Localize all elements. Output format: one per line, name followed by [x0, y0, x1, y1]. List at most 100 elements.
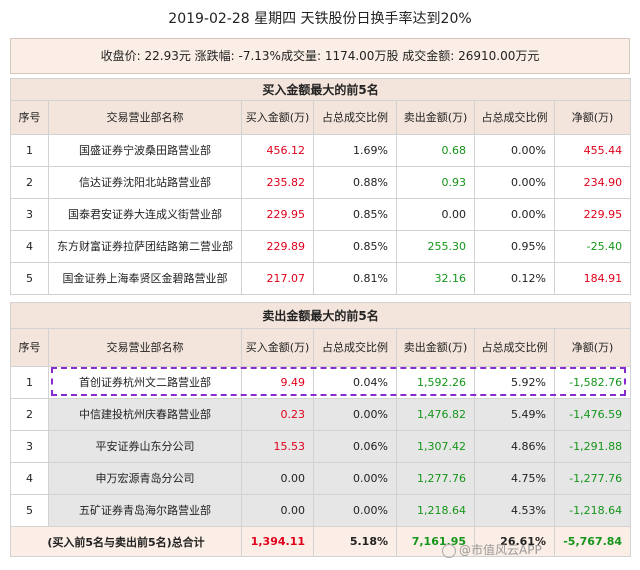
page-title: 2019-02-28 星期四 天铁股份日换手率达到20%	[168, 11, 472, 27]
sell-pct: 5.92%	[474, 366, 555, 399]
buy-pct: 0.00%	[313, 398, 397, 431]
table-row: 5 五矿证券青岛海尔路营业部 0.00 0.00% 1,218.64 4.53%…	[10, 494, 632, 527]
row-no: 1	[10, 134, 49, 167]
sell-top5-table: 卖出金额最大的前5名 序号 交易营业部名称 买入金额(万) 占总成交比例 卖出金…	[9, 302, 632, 557]
net-amount: -1,277.76	[553, 462, 632, 495]
col-header-sell-pct: 占总成交比例	[474, 100, 555, 135]
dept-name: 平安证券山东分公司	[48, 430, 242, 463]
table-row: 1 首创证券杭州文二路营业部 9.49 0.04% 1,592.26 5.92%…	[10, 366, 632, 399]
buy-amount: 229.89	[241, 230, 314, 263]
buy-amount: 217.07	[241, 262, 314, 295]
buy-amount: 229.95	[241, 198, 314, 231]
net-amount: 455.44	[553, 134, 632, 167]
price-summary: 收盘价: 22.93元 涨跌幅: -7.13%成交量: 1174.00万股 成交…	[10, 38, 630, 74]
buy-amount: 0.00	[241, 462, 314, 495]
table-row: 4 申万宏源青岛分公司 0.00 0.00% 1,277.76 4.75% -1…	[10, 462, 632, 495]
sell-pct: 0.00%	[474, 134, 555, 167]
buy-pct: 0.81%	[313, 262, 397, 295]
total-label: (买入前5名与卖出前5名)总合计	[10, 526, 242, 557]
sell-amount: 1,307.42	[396, 430, 475, 463]
sell-pct: 4.75%	[474, 462, 555, 495]
buy-section-heading: 买入金额最大的前5名	[9, 78, 632, 101]
buy-amount: 456.12	[241, 134, 314, 167]
buy-amount: 0.00	[241, 494, 314, 527]
sell-amount: 0.00	[396, 198, 475, 231]
sell-pct: 0.95%	[474, 230, 555, 263]
row-no: 3	[10, 198, 49, 231]
buy-amount: 9.49	[241, 366, 314, 399]
buy-top5-table: 买入金额最大的前5名 序号 交易营业部名称 买入金额(万) 占总成交比例 卖出金…	[9, 78, 632, 295]
col-header-name: 交易营业部名称	[48, 328, 242, 367]
buy-pct: 0.00%	[313, 494, 397, 527]
sell-pct: 0.00%	[474, 198, 555, 231]
row-no: 4	[10, 462, 49, 495]
sell-pct: 0.00%	[474, 166, 555, 199]
sell-pct: 4.53%	[474, 494, 555, 527]
total-row: (买入前5名与卖出前5名)总合计 1,394.11 5.18% 7,161.95…	[10, 526, 632, 557]
table-row: 5 国金证券上海奉贤区金碧路营业部 217.07 0.81% 32.16 0.1…	[10, 262, 632, 295]
buy-pct: 0.00%	[313, 462, 397, 495]
buy-pct: 1.69%	[313, 134, 397, 167]
col-header-name: 交易营业部名称	[48, 100, 242, 135]
col-header-net: 净额(万)	[553, 100, 632, 135]
col-header-sell: 卖出金额(万)	[396, 100, 475, 135]
dept-name: 国金证券上海奉贤区金碧路营业部	[48, 262, 242, 295]
buy-pct: 0.06%	[313, 430, 397, 463]
total-buy-pct: 5.18%	[313, 526, 397, 557]
row-no: 2	[10, 398, 49, 431]
dept-name: 中信建投杭州庆春路营业部	[48, 398, 242, 431]
sell-pct: 5.49%	[474, 398, 555, 431]
buy-amount: 15.53	[241, 430, 314, 463]
col-header-net: 净额(万)	[553, 328, 632, 367]
buy-amount: 235.82	[241, 166, 314, 199]
sell-amount: 0.68	[396, 134, 475, 167]
net-amount: 229.95	[553, 198, 632, 231]
dept-name: 首创证券杭州文二路营业部	[48, 366, 242, 399]
net-amount: 234.90	[553, 166, 632, 199]
sell-amount: 32.16	[396, 262, 475, 295]
sell-amount: 0.93	[396, 166, 475, 199]
sell-section-heading: 卖出金额最大的前5名	[9, 302, 632, 329]
col-header-sell: 卖出金额(万)	[396, 328, 475, 367]
net-amount: -1,476.59	[553, 398, 632, 431]
weibo-logo-icon	[442, 543, 456, 558]
row-no: 2	[10, 166, 49, 199]
row-no: 5	[10, 262, 49, 295]
col-header-no: 序号	[10, 328, 49, 367]
sell-amount: 1,277.76	[396, 462, 475, 495]
col-header-buy-pct: 占总成交比例	[313, 328, 397, 367]
net-amount: -1,291.88	[553, 430, 632, 463]
table-row: 1 国盛证券宁波桑田路营业部 456.12 1.69% 0.68 0.00% 4…	[10, 134, 632, 167]
col-header-buy: 买入金额(万)	[241, 328, 314, 367]
row-no: 5	[10, 494, 49, 527]
sell-amount: 1,218.64	[396, 494, 475, 527]
col-header-buy-pct: 占总成交比例	[313, 100, 397, 135]
sell-pct: 4.86%	[474, 430, 555, 463]
net-amount: -1,218.64	[553, 494, 632, 527]
dept-name: 五矿证券青岛海尔路营业部	[48, 494, 242, 527]
buy-pct: 0.85%	[313, 230, 397, 263]
table-row: 2 信达证券沈阳北站路营业部 235.82 0.88% 0.93 0.00% 2…	[10, 166, 632, 199]
buy-pct: 0.88%	[313, 166, 397, 199]
net-amount: -25.40	[553, 230, 632, 263]
sell-amount: 255.30	[396, 230, 475, 263]
row-no: 4	[10, 230, 49, 263]
dept-name: 国盛证券宁波桑田路营业部	[48, 134, 242, 167]
watermark-text: @市值风云APP	[459, 543, 542, 557]
sell-amount: 1,476.82	[396, 398, 475, 431]
sell-pct: 0.12%	[474, 262, 555, 295]
table-row: 2 中信建投杭州庆春路营业部 0.23 0.00% 1,476.82 5.49%…	[10, 398, 632, 431]
table-row: 3 国泰君安证券大连成义街营业部 229.95 0.85% 0.00 0.00%…	[10, 198, 632, 231]
table-row: 3 平安证券山东分公司 15.53 0.06% 1,307.42 4.86% -…	[10, 430, 632, 463]
col-header-no: 序号	[10, 100, 49, 135]
row-no: 3	[10, 430, 49, 463]
table-row: 4 东方财富证券拉萨团结路第二营业部 229.89 0.85% 255.30 0…	[10, 230, 632, 263]
watermark: @市值风云APP	[442, 541, 542, 558]
row-no: 1	[10, 366, 49, 399]
buy-amount: 0.23	[241, 398, 314, 431]
dept-name: 东方财富证券拉萨团结路第二营业部	[48, 230, 242, 263]
dept-name: 申万宏源青岛分公司	[48, 462, 242, 495]
col-header-sell-pct: 占总成交比例	[474, 328, 555, 367]
dept-name: 信达证券沈阳北站路营业部	[48, 166, 242, 199]
sell-amount: 1,592.26	[396, 366, 475, 399]
